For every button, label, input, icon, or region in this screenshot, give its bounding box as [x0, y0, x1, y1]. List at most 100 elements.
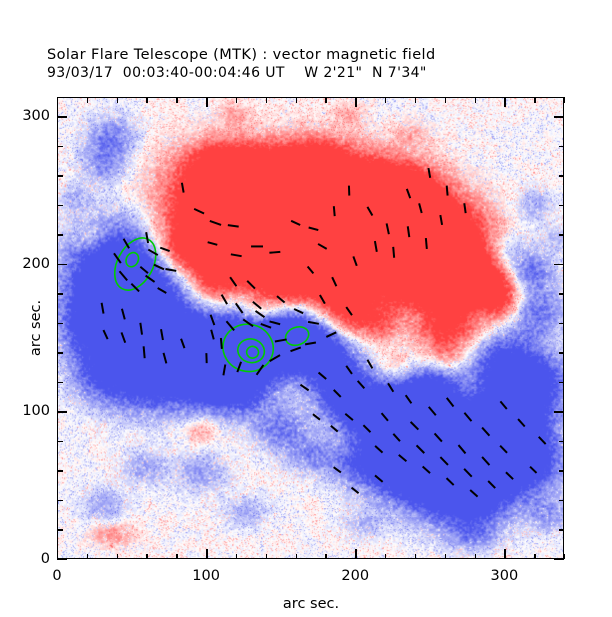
field-vector [362, 424, 372, 433]
field-vector [306, 265, 315, 275]
axis-tick [176, 97, 178, 103]
axis-tick [57, 549, 59, 559]
axis-tick [564, 553, 566, 559]
axis-tick [325, 97, 327, 103]
field-vector [120, 332, 127, 344]
field-vector [193, 207, 205, 215]
vector-field-overlay [100, 167, 547, 498]
axis-tick [558, 204, 564, 207]
field-vector [153, 263, 165, 271]
figure-subtitle: 93/03/17 00:03:40-00:04:46 UT W 2'21" N … [47, 65, 427, 81]
field-vector [102, 329, 109, 340]
field-vector [260, 322, 272, 329]
x-tick-label: 300 [490, 568, 519, 584]
field-vector [317, 371, 327, 380]
field-vector [269, 250, 281, 254]
axis-tick [355, 97, 357, 107]
axis-tick [146, 553, 148, 559]
field-vector [424, 237, 428, 250]
field-vector [463, 412, 473, 422]
axis-tick [355, 549, 357, 559]
axis-tick [558, 145, 564, 148]
field-vector [234, 302, 244, 314]
field-vector [505, 471, 514, 480]
field-vector [350, 486, 360, 494]
field-vector [421, 465, 431, 474]
field-vector [385, 223, 390, 235]
field-vector [325, 331, 337, 338]
axis-tick [57, 470, 63, 472]
plot-area [57, 97, 564, 559]
x-tick-label: 0 [52, 568, 62, 584]
field-vector [307, 320, 320, 325]
field-vector [290, 219, 301, 226]
field-vector [373, 240, 378, 253]
field-vector [374, 445, 384, 454]
axis-tick [558, 529, 564, 531]
field-vector [207, 241, 218, 246]
field-vector [180, 338, 186, 349]
field-vector [538, 436, 547, 445]
field-vector [290, 346, 302, 353]
axis-tick [57, 234, 63, 236]
field-vector [415, 444, 425, 454]
field-vector [499, 444, 508, 454]
field-vector [345, 365, 353, 375]
field-vector [299, 383, 310, 392]
umbra-contour [237, 338, 266, 364]
axis-tick [57, 322, 63, 325]
axis-tick [57, 499, 63, 502]
field-vector [130, 283, 140, 293]
field-vector [487, 480, 496, 489]
field-vector [139, 265, 149, 274]
axis-tick [474, 97, 476, 103]
axis-tick [86, 553, 89, 559]
field-vector [529, 465, 538, 474]
axis-tick [504, 549, 506, 559]
field-vector [230, 253, 242, 258]
axis-tick [57, 440, 63, 443]
axis-tick [206, 549, 208, 559]
umbra-contour [125, 251, 140, 268]
axis-tick [265, 553, 268, 559]
field-vector [113, 252, 122, 264]
field-vector [392, 433, 401, 442]
axis-tick [57, 204, 63, 207]
field-vector [366, 359, 374, 369]
y-tick-label: 200 [22, 255, 50, 272]
field-vector [319, 294, 326, 305]
field-vector [499, 400, 508, 410]
field-vector [118, 270, 128, 282]
field-vector [252, 300, 262, 310]
y-tick-label: 100 [22, 403, 50, 420]
axis-tick [558, 352, 564, 354]
axis-tick [385, 97, 387, 103]
field-vector [229, 276, 238, 287]
field-vector [160, 329, 164, 341]
field-vector [457, 444, 467, 455]
axis-tick [57, 263, 67, 266]
axis-tick [57, 293, 63, 295]
field-vector [344, 412, 354, 421]
field-vector [392, 246, 396, 258]
field-vector [445, 477, 455, 486]
axis-tick [325, 553, 327, 559]
field-vector [210, 329, 215, 340]
axis-tick [554, 559, 564, 561]
field-vector [145, 274, 156, 283]
axis-tick [414, 553, 417, 559]
umbra-contour [245, 345, 260, 359]
field-vector [406, 226, 411, 238]
axis-tick [57, 352, 63, 354]
x-axis-title: arc sec. [282, 596, 340, 612]
field-vector [345, 306, 353, 316]
field-vector [332, 206, 336, 217]
field-vector [269, 320, 281, 326]
axis-tick [558, 293, 564, 295]
field-vector [428, 406, 437, 416]
x-tick-label: 100 [192, 568, 220, 584]
field-vector [469, 489, 479, 498]
axis-tick [235, 553, 238, 559]
field-vector [227, 224, 239, 228]
field-vector [304, 341, 317, 346]
